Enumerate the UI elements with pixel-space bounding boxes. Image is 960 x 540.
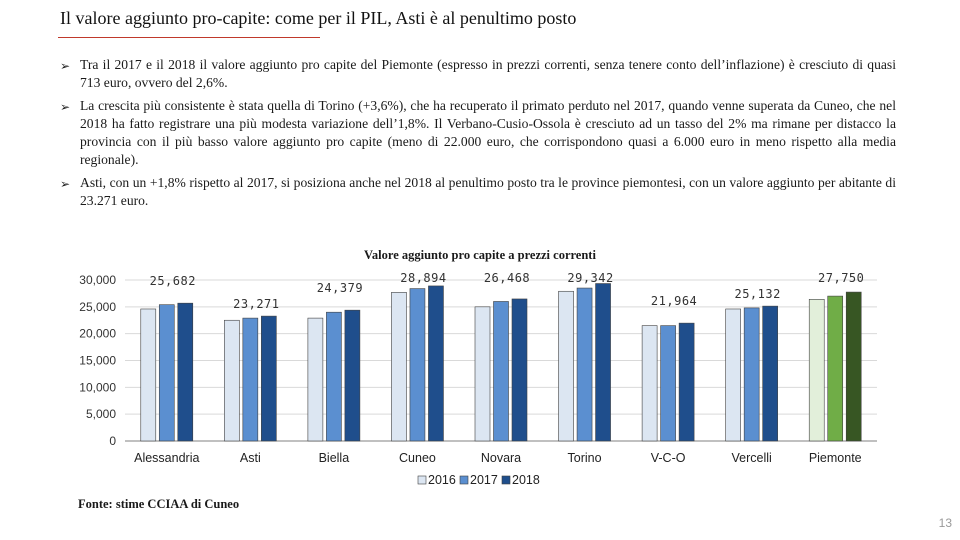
bar-2018 — [845, 291, 862, 442]
bar-2016 — [808, 299, 825, 442]
bar-2017 — [576, 287, 593, 442]
data-label: 25,132 — [734, 287, 780, 301]
bar-2016 — [641, 325, 658, 442]
y-tick-label: 10,000 — [79, 380, 116, 394]
bar-2018 — [511, 298, 528, 442]
legend-label: 2018 — [512, 473, 540, 487]
source-note: Fonte: stime CCIAA di Cuneo — [78, 497, 240, 511]
x-tick-label: Novara — [481, 451, 521, 465]
x-tick-label: Torino — [568, 451, 602, 465]
data-label: 24,379 — [317, 281, 363, 295]
bar-2017 — [827, 295, 844, 442]
bar-2017 — [409, 288, 426, 442]
bar-2018 — [678, 322, 695, 442]
x-tick-label: Alessandria — [134, 451, 199, 465]
bullet-item: ➢ La crescita più consistente è stata qu… — [60, 97, 896, 169]
bar-2017 — [493, 301, 509, 442]
bar-2016 — [474, 306, 491, 442]
arrow-bullet-icon: ➢ — [60, 100, 71, 114]
bullet-text: La crescita più consistente è stata quel… — [80, 98, 896, 167]
data-label: 29,342 — [567, 271, 613, 285]
y-tick-label: 20,000 — [79, 327, 116, 341]
arrow-bullet-icon: ➢ — [60, 59, 71, 73]
bar-2018 — [177, 302, 194, 442]
data-label: 27,750 — [818, 271, 864, 285]
x-tick-label: Piemonte — [809, 451, 862, 465]
bar-2017 — [743, 307, 760, 442]
legend-swatch-2017 — [459, 475, 469, 485]
bullet-item: ➢ Tra il 2017 e il 2018 il valore aggiun… — [60, 56, 896, 92]
y-tick-label: 15,000 — [79, 354, 116, 368]
bar-2018 — [595, 283, 611, 442]
bar-2016 — [224, 319, 240, 442]
arrow-bullet-icon: ➢ — [60, 177, 71, 191]
y-tick-label: 5,000 — [86, 407, 116, 421]
bar-2016 — [307, 317, 324, 442]
data-label: 28,894 — [400, 271, 446, 285]
bar-2016 — [558, 290, 574, 442]
data-label: 25,682 — [150, 274, 196, 288]
bullet-item: ➢ Asti, con un +1,8% rispetto al 2017, s… — [60, 174, 896, 210]
legend-label: 2017 — [470, 473, 498, 487]
bar-2018 — [428, 285, 444, 442]
bullet-list: ➢ Tra il 2017 e il 2018 il valore aggiun… — [60, 56, 896, 215]
bullet-text: Asti, con un +1,8% rispetto al 2017, si … — [80, 175, 896, 208]
x-tick-label: Cuneo — [399, 451, 436, 465]
bar-2016 — [140, 308, 157, 442]
y-tick-label: 0 — [109, 434, 116, 448]
data-label: 21,964 — [651, 294, 697, 308]
bar-2017 — [326, 311, 342, 442]
bar-2018 — [762, 305, 778, 442]
chart-title: Valore aggiunto pro capite a prezzi corr… — [364, 248, 596, 262]
legend-swatch-2016 — [417, 475, 427, 485]
data-label: 23,271 — [233, 297, 279, 311]
bar-2017 — [660, 325, 676, 442]
bar-2016 — [391, 292, 407, 442]
x-tick-label: V-C-O — [651, 451, 686, 465]
bullet-text: Tra il 2017 e il 2018 il valore aggiunto… — [80, 57, 896, 90]
bar-2017 — [158, 304, 175, 442]
y-tick-label: 30,000 — [79, 273, 116, 287]
slide-title: Il valore aggiunto pro-capite: come per … — [60, 8, 577, 28]
page-number: 13 — [938, 516, 952, 530]
data-label: 26,468 — [484, 271, 530, 285]
bar-2018 — [344, 309, 361, 442]
x-tick-label: Asti — [240, 451, 261, 465]
y-tick-label: 25,000 — [79, 300, 116, 314]
bar-2016 — [725, 308, 741, 442]
title-underline — [58, 37, 320, 38]
x-tick-label: Biella — [319, 451, 350, 465]
bar-2017 — [242, 317, 259, 442]
legend-swatch-2018 — [501, 475, 511, 485]
x-tick-label: Vercelli — [732, 451, 772, 465]
bar-2018 — [261, 315, 277, 442]
legend-label: 2016 — [428, 473, 456, 487]
